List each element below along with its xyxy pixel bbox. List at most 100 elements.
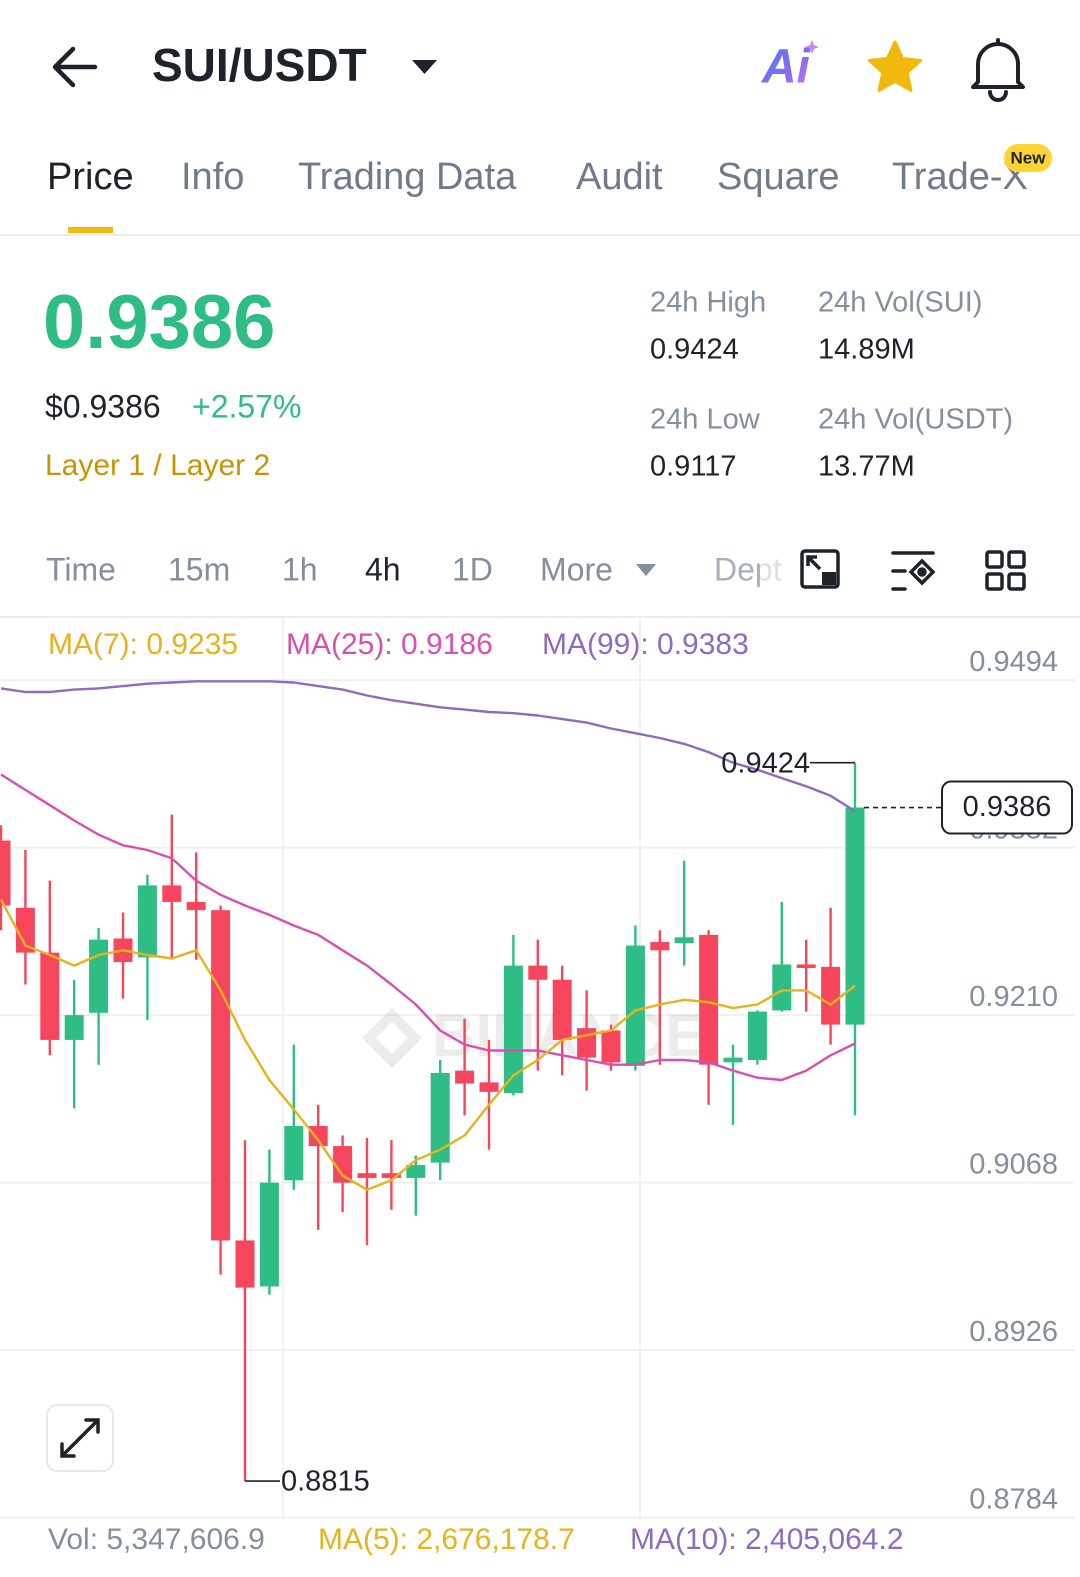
pair-dropdown[interactable] xyxy=(412,60,437,74)
moving-averages xyxy=(0,680,856,1191)
candle-body xyxy=(699,934,719,1065)
interval-more[interactable]: More xyxy=(540,551,613,587)
volume-ma: MA(10): 2,405,064.2 xyxy=(630,1523,904,1556)
interval[interactable]: Time xyxy=(46,551,116,587)
stat-value: 0.9424 xyxy=(650,334,739,366)
active-tab-indicator xyxy=(68,227,113,233)
ma-line xyxy=(0,680,856,813)
interval[interactable]: 15m xyxy=(168,551,230,587)
y-tick-label: 0.8926 xyxy=(969,1316,1058,1348)
watermark-logo xyxy=(362,1008,422,1068)
ai-sparkle xyxy=(805,40,819,54)
candle-body xyxy=(40,952,60,1040)
candle-body xyxy=(235,1240,255,1288)
candle-body xyxy=(455,1070,475,1084)
candle-body xyxy=(211,910,231,1241)
expand-button[interactable] xyxy=(46,1404,114,1472)
layout-icon[interactable] xyxy=(985,550,1026,591)
last-price-tag xyxy=(941,780,1073,835)
y-tick-label: 0.9494 xyxy=(969,646,1058,678)
volume-ma: MA(5): 2,676,178.7 xyxy=(318,1523,575,1556)
candle-body xyxy=(772,964,792,1011)
tab-info[interactable]: Info xyxy=(181,156,244,198)
stat-label: 24h Low xyxy=(650,404,761,436)
candle-body xyxy=(186,901,206,911)
favorite-button[interactable] xyxy=(867,40,923,92)
candle-body xyxy=(406,1164,426,1178)
candle-body xyxy=(674,937,694,944)
new-badge-text: New xyxy=(1011,148,1047,167)
stat-value: 14.89M xyxy=(818,334,915,366)
stat-label: 24h Vol(USDT) xyxy=(818,404,1013,436)
candle-body xyxy=(845,807,865,1025)
back-button[interactable] xyxy=(52,46,98,88)
chart-settings-icon[interactable] xyxy=(800,549,840,589)
ai-button[interactable]: Ai xyxy=(761,41,812,94)
interval[interactable]: 1D xyxy=(452,551,493,587)
more-caret xyxy=(636,564,656,576)
candle-body xyxy=(528,965,548,980)
candle-body xyxy=(284,1126,304,1181)
expand-icon[interactable] xyxy=(60,1418,100,1458)
low-label: 0.8815 xyxy=(281,1466,370,1498)
candle-body xyxy=(577,1028,597,1058)
tab-price[interactable]: Price xyxy=(47,156,134,198)
divider xyxy=(0,234,1080,236)
stat-value: 0.9117 xyxy=(650,451,737,483)
y-tick-label: 0.8784 xyxy=(969,1483,1058,1515)
volume-label: Vol: 5,347,606.9 xyxy=(48,1523,265,1556)
candle-body xyxy=(137,885,157,958)
tab-trading-data[interactable]: Trading Data xyxy=(298,156,517,198)
divider xyxy=(0,616,1080,618)
new-badge xyxy=(1004,144,1052,172)
interval[interactable]: 1h xyxy=(282,551,318,587)
candle-body xyxy=(15,907,35,953)
candle-body xyxy=(650,942,670,951)
candle-body xyxy=(625,945,645,1066)
pair-title[interactable]: SUI/USDT xyxy=(152,39,367,91)
ma-label: MA(7): 0.9235 xyxy=(48,628,238,661)
candle-body xyxy=(333,1146,353,1183)
sector-tag[interactable]: Layer 1 / Layer 2 xyxy=(45,449,270,482)
candle-body xyxy=(381,1173,401,1178)
grid xyxy=(0,679,1075,1519)
candle-body xyxy=(723,1057,743,1063)
high-label: 0.9424 xyxy=(721,747,810,779)
stat-value: 13.77M xyxy=(818,451,915,483)
ma-label: MA(25): 0.9186 xyxy=(286,628,493,661)
y-tick-label: 0.9068 xyxy=(969,1148,1058,1180)
candle-body xyxy=(821,966,841,1025)
alert-button[interactable] xyxy=(971,38,1025,102)
candle-body xyxy=(503,965,523,1094)
candle-body xyxy=(64,1015,84,1040)
candle-body xyxy=(430,1072,450,1163)
tab-square[interactable]: Square xyxy=(717,156,840,198)
fade xyxy=(760,540,802,604)
ma-label: MA(99): 0.9383 xyxy=(542,628,749,661)
tab-audit[interactable]: Audit xyxy=(576,156,663,198)
candle-body xyxy=(259,1182,279,1287)
candle-body xyxy=(601,1030,621,1063)
stat-label: 24h Vol(SUI) xyxy=(818,287,982,319)
watermark: BINANCE xyxy=(362,1002,705,1069)
candle-body xyxy=(747,1011,767,1060)
indicator-icon[interactable] xyxy=(891,551,936,591)
candle-body xyxy=(308,1126,328,1147)
candle-body xyxy=(796,964,816,968)
usd-price: $0.9386 xyxy=(45,388,161,424)
price-change: +2.57% xyxy=(192,388,301,424)
interval-active[interactable]: 4h xyxy=(365,551,401,587)
candle-body xyxy=(89,939,109,1013)
candle-body xyxy=(552,979,572,1040)
y-tick-label: 0.9210 xyxy=(969,981,1058,1013)
last-price: 0.9386 xyxy=(43,280,275,365)
candles xyxy=(0,762,865,1482)
candle-body xyxy=(0,840,11,906)
last-price-tag-text: 0.9386 xyxy=(963,791,1052,823)
candle-body xyxy=(479,1082,499,1092)
annotations: 0.9424 0.8815 xyxy=(245,747,942,1498)
ma-line xyxy=(0,773,856,1082)
candle-body xyxy=(357,1173,377,1178)
